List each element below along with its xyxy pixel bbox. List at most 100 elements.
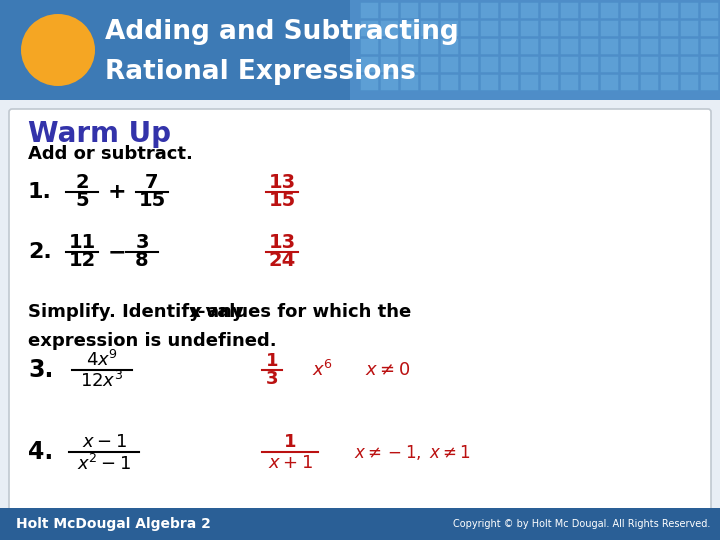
Bar	[500, 20, 518, 36]
Bar	[480, 74, 498, 90]
Bar	[380, 2, 398, 18]
Text: +: +	[108, 182, 126, 202]
Bar	[500, 38, 518, 54]
Bar	[0, 508, 720, 540]
Bar	[620, 20, 638, 36]
Bar	[500, 74, 518, 90]
Text: $4x^9$: $4x^9$	[86, 350, 118, 370]
Text: 1: 1	[284, 433, 296, 451]
Bar	[620, 74, 638, 90]
Bar	[640, 38, 658, 54]
Bar	[640, 20, 658, 36]
Bar	[580, 56, 598, 72]
Bar	[680, 2, 698, 18]
Bar	[700, 20, 718, 36]
Bar	[460, 74, 478, 90]
Text: Adding and Subtracting: Adding and Subtracting	[105, 19, 459, 45]
Text: expression is undefined.: expression is undefined.	[28, 332, 276, 350]
Text: $x \neq -1,\ x \neq 1$: $x \neq -1,\ x \neq 1$	[354, 442, 471, 462]
Bar	[480, 20, 498, 36]
Bar	[460, 56, 478, 72]
Bar	[540, 74, 558, 90]
Bar	[420, 38, 438, 54]
Text: $x^2 - 1$: $x^2 - 1$	[77, 454, 131, 474]
Bar	[660, 20, 678, 36]
Bar	[620, 38, 638, 54]
Bar	[420, 2, 438, 18]
Bar	[540, 20, 558, 36]
Bar	[350, 0, 720, 100]
Bar	[640, 2, 658, 18]
Bar	[540, 38, 558, 54]
Bar	[400, 38, 418, 54]
Bar	[400, 2, 418, 18]
Text: Copyright © by Holt Mc Dougal. All Rights Reserved.: Copyright © by Holt Mc Dougal. All Right…	[453, 519, 710, 529]
Text: −: −	[108, 242, 126, 262]
Text: Simplify. Identify any: Simplify. Identify any	[28, 303, 250, 321]
Bar	[600, 56, 618, 72]
Bar	[500, 56, 518, 72]
Bar	[520, 2, 538, 18]
Bar	[360, 20, 378, 36]
Bar	[520, 74, 538, 90]
Bar	[0, 0, 720, 100]
Text: Warm Up: Warm Up	[28, 120, 171, 148]
Text: 15: 15	[138, 192, 166, 211]
Bar	[560, 56, 578, 72]
Ellipse shape	[21, 14, 95, 86]
Text: 24: 24	[269, 252, 296, 271]
Bar	[540, 56, 558, 72]
Text: 11: 11	[68, 233, 96, 253]
Text: Holt McDougal Algebra 2: Holt McDougal Algebra 2	[16, 517, 211, 531]
Bar	[620, 2, 638, 18]
Bar	[460, 38, 478, 54]
Bar	[600, 74, 618, 90]
Bar	[680, 74, 698, 90]
Bar	[480, 38, 498, 54]
Bar	[360, 74, 378, 90]
Bar	[520, 38, 538, 54]
Bar	[520, 20, 538, 36]
Bar	[520, 56, 538, 72]
Text: 1: 1	[266, 352, 278, 370]
Bar	[700, 2, 718, 18]
Bar	[680, 38, 698, 54]
Bar	[380, 56, 398, 72]
Bar	[580, 38, 598, 54]
Text: Add or subtract.: Add or subtract.	[28, 145, 193, 163]
Bar	[360, 2, 378, 18]
Bar	[600, 20, 618, 36]
Text: 5: 5	[75, 192, 89, 211]
Bar	[400, 20, 418, 36]
Text: $x - 1$: $x - 1$	[81, 433, 127, 451]
Bar	[700, 56, 718, 72]
Bar	[420, 20, 438, 36]
Bar	[440, 74, 458, 90]
Text: 2: 2	[75, 173, 89, 192]
Text: 7: 7	[145, 173, 158, 192]
Bar	[560, 2, 578, 18]
Bar	[460, 2, 478, 18]
Bar	[440, 56, 458, 72]
Text: 4.: 4.	[28, 440, 53, 464]
Text: 3.: 3.	[28, 358, 53, 382]
Bar	[660, 2, 678, 18]
Text: $x^6$: $x^6$	[312, 360, 333, 380]
Text: 1.: 1.	[28, 182, 52, 202]
FancyBboxPatch shape	[9, 109, 711, 515]
Text: 12: 12	[68, 252, 96, 271]
Text: $x + 1$: $x + 1$	[268, 454, 312, 472]
Text: $12x^3$: $12x^3$	[81, 371, 124, 391]
Text: 3: 3	[135, 233, 149, 253]
Bar	[680, 56, 698, 72]
Bar	[640, 56, 658, 72]
Bar	[440, 20, 458, 36]
Bar	[460, 20, 478, 36]
Bar	[600, 2, 618, 18]
Text: 3: 3	[266, 370, 278, 388]
Bar	[400, 56, 418, 72]
Text: 13: 13	[269, 173, 296, 192]
Text: Rational Expressions: Rational Expressions	[105, 59, 416, 85]
Bar	[660, 38, 678, 54]
Text: 15: 15	[269, 192, 296, 211]
